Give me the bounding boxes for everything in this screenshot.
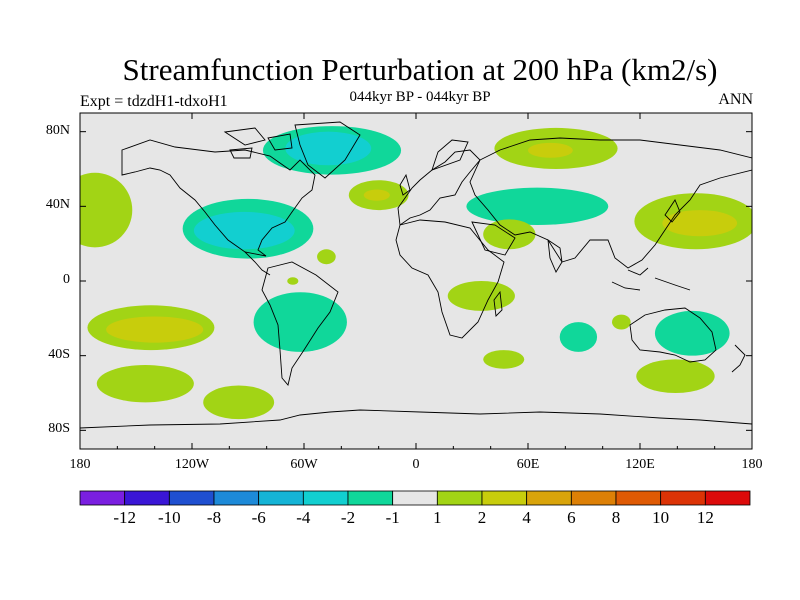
lon-label: 0 (412, 457, 420, 472)
contour-fill-layer (80, 126, 752, 420)
colorbar-swatch (168, 490, 215, 506)
colorbar-label: 4 (522, 508, 531, 527)
colorbar-label: 8 (611, 508, 621, 527)
colorbar-label: 12 (696, 508, 714, 527)
season-label: ANN (718, 91, 753, 108)
coastline-asia (469, 137, 752, 269)
region-south-pacific-core (106, 316, 204, 343)
coastline-greenland (294, 121, 361, 179)
map-background (80, 113, 752, 449)
lon-label: 180 (69, 457, 91, 472)
colorbar (79, 490, 751, 506)
region-arctic-canada-core (285, 131, 372, 166)
colorbar-label: 1 (433, 508, 442, 527)
colorbar-label: -6 (251, 508, 266, 527)
coastline-layer (80, 121, 752, 429)
experiment-label: Expt = tdzdH1-tdxoH1 (80, 93, 228, 110)
colorbar-swatch (392, 490, 438, 506)
colorbar-swatch (526, 490, 572, 506)
lat-label: 40N (45, 197, 70, 213)
coastline-central-america (244, 251, 271, 276)
region-south-atlantic-positive (203, 385, 275, 420)
lon-label: 120W (174, 457, 210, 472)
lat-label: 80N (45, 122, 70, 138)
colorbar-label: -10 (157, 508, 181, 527)
colorbar-swatch (481, 490, 528, 506)
colorbar-label: -1 (385, 508, 400, 527)
region-southeast-pacific-positive (96, 365, 194, 403)
colorbar-swatch (615, 490, 662, 506)
coastline-antarctica (80, 409, 752, 429)
colorbar-swatch (660, 490, 706, 506)
colorbar-label: 2 (477, 508, 487, 527)
coastline-uk (399, 173, 411, 196)
coastline-africa (395, 219, 505, 339)
region-africa-south-positive (447, 281, 515, 311)
colorbar-swatch (124, 490, 170, 506)
region-southern-ocean-positive (483, 350, 525, 369)
region-siberia-core (528, 142, 573, 158)
colorbar-swatch (347, 490, 394, 506)
coastline-japan (664, 199, 681, 223)
coastline-india (547, 239, 563, 273)
colorbar-swatch (704, 490, 751, 506)
colorbar-swatch (570, 490, 617, 506)
region-east-asia-core (662, 210, 738, 237)
colorbar-swatch (79, 490, 126, 506)
coastline-scandinavia (431, 139, 469, 171)
colorbar-swatch (213, 490, 260, 506)
coastline-madagascar (493, 290, 503, 317)
lon-label: 180 (741, 457, 763, 472)
colorbar-label: -8 (206, 508, 222, 527)
colorbar-swatch (436, 490, 483, 506)
lon-label: 120E (625, 457, 655, 472)
coastline-new-zealand (731, 344, 746, 373)
lat-label: 40S (48, 346, 70, 362)
region-atlantic-core (363, 189, 390, 201)
colorbar-label: -4 (296, 508, 311, 527)
coastline-north-america (121, 139, 316, 257)
colorbar-label: 6 (567, 508, 576, 527)
region-north-pacific-positive (80, 172, 133, 248)
region-australia-positive (636, 359, 715, 394)
colorbar-swatch (302, 490, 349, 506)
coastline-australia (629, 307, 717, 363)
axis-ticks (79, 113, 753, 449)
plot-title: Streamfunction Perturbation at 200 hPa (… (122, 52, 718, 87)
colorbar-label: -12 (113, 508, 136, 527)
colorbar-label: 10 (652, 508, 670, 527)
coastline-south-america (261, 261, 339, 386)
coastline-indonesia (611, 267, 691, 291)
lon-label: 60W (290, 457, 318, 472)
coastline-europe (397, 149, 481, 226)
plot-subtitle: 044kyr BP - 044kyr BP (349, 89, 491, 105)
region-atlantic-tropics-positive (317, 249, 336, 265)
coastline-arabia (471, 221, 516, 256)
region-australia-negative (654, 310, 730, 356)
region-indian-ocean-negative (559, 322, 598, 352)
region-atlantic-equator-positive (287, 277, 299, 285)
colorbar-swatch (258, 490, 304, 506)
region-north-america-core (193, 211, 295, 250)
region-west-australia-positive (612, 314, 631, 330)
coastline-arctic-islands (223, 127, 293, 159)
colorbar-label: -2 (340, 508, 356, 527)
region-eurasia-negative (466, 187, 609, 225)
lon-label: 60E (516, 457, 540, 472)
lat-label: 80S (48, 421, 70, 437)
region-south-america-negative (253, 292, 347, 352)
lat-label: 0 (63, 272, 70, 287)
